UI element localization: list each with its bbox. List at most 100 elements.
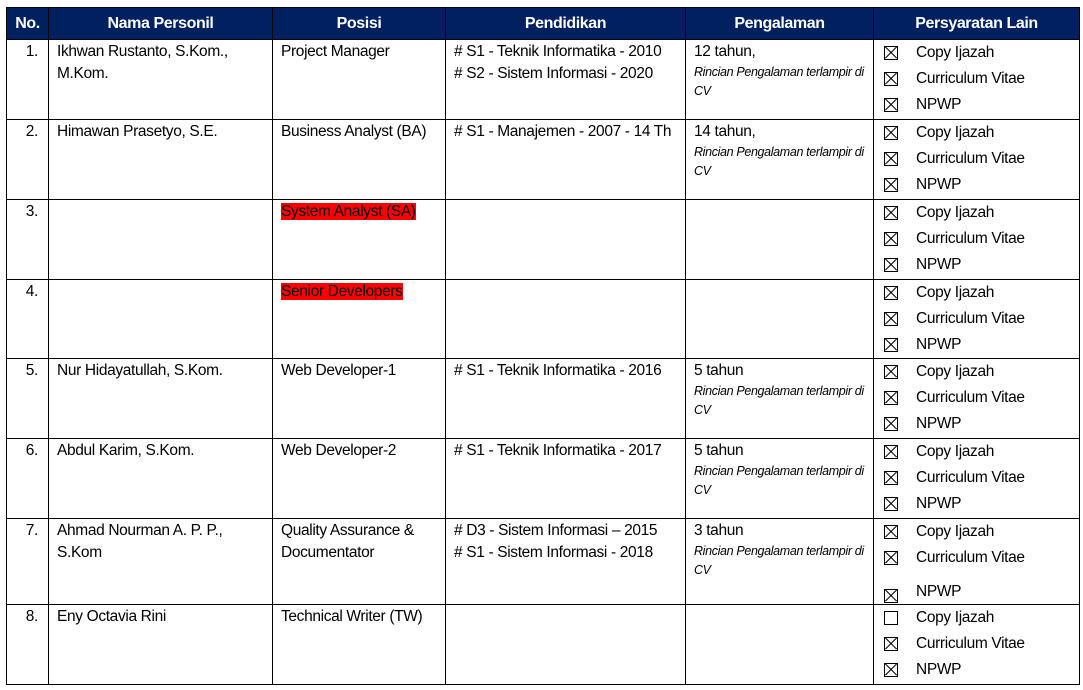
requirement-item: Copy Ijazah xyxy=(874,120,1079,146)
experience-cell xyxy=(685,604,874,685)
experience-cell xyxy=(685,279,874,359)
requirement-item: Curriculum Vitae xyxy=(874,465,1079,491)
requirement-label: Copy Ijazah xyxy=(916,363,995,380)
experience-years: 14 tahun, xyxy=(694,123,756,140)
requirement-item: Copy Ijazah xyxy=(874,519,1079,545)
education-cell: # S1 - Teknik Informatika - 2010 # S2 - S… xyxy=(445,39,686,120)
education-entry: # S1 - Teknik Informatika - 2017 xyxy=(454,442,662,459)
checked-box-icon[interactable] xyxy=(884,589,898,603)
checked-box-icon[interactable] xyxy=(884,152,898,166)
requirement-item: Curriculum Vitae xyxy=(874,66,1079,92)
checked-box-icon[interactable] xyxy=(884,178,898,192)
position-cell: System Analyst (SA) xyxy=(272,199,446,280)
requirements-cell: Copy Ijazah Curriculum Vitae NPWP xyxy=(873,438,1080,519)
checked-box-icon[interactable] xyxy=(884,312,898,326)
requirements-cell: Copy Ijazah Curriculum Vitae NPWP xyxy=(873,604,1080,685)
requirement-item: NPWP xyxy=(874,92,1079,118)
checked-box-icon[interactable] xyxy=(884,497,898,511)
table-header-row: No. Nama Personil Posisi Pendidikan Peng… xyxy=(6,7,1080,40)
education-cell xyxy=(445,604,686,685)
education-entry: # S1 - Sistem Informasi - 2018 xyxy=(454,544,653,561)
checked-box-icon[interactable] xyxy=(884,637,898,651)
requirement-item: Curriculum Vitae xyxy=(874,306,1079,332)
position-label: Web Developer-1 xyxy=(281,362,397,379)
requirements-cell: Copy Ijazah Curriculum Vitae NPWP xyxy=(873,199,1080,280)
checked-box-icon[interactable] xyxy=(884,551,898,565)
checked-box-icon[interactable] xyxy=(884,525,898,539)
requirement-label: Curriculum Vitae xyxy=(916,70,1025,87)
checked-box-icon[interactable] xyxy=(884,98,898,112)
checked-box-icon[interactable] xyxy=(884,258,898,272)
personnel-name: Ahmad Nourman A. P. P., S.Kom xyxy=(48,518,273,605)
position-cell: Technical Writer (TW) xyxy=(272,604,446,685)
requirement-item: NPWP xyxy=(874,571,1079,603)
experience-years: 12 tahun, xyxy=(694,43,756,60)
experience-cell: 5 tahun Rincian Pengalaman terlampir di C… xyxy=(685,358,874,439)
requirement-label: Copy Ijazah xyxy=(916,44,995,61)
experience-cell: 3 tahun Rincian Pengalaman terlampir di C… xyxy=(685,518,874,605)
experience-note: Rincian Pengalaman terlampir di CV xyxy=(694,384,864,417)
requirement-label: Curriculum Vitae xyxy=(916,150,1025,167)
position-label: Technical Writer (TW) xyxy=(281,608,423,625)
requirement-item: Curriculum Vitae xyxy=(874,146,1079,172)
requirement-label: Curriculum Vitae xyxy=(916,310,1025,327)
checked-box-icon[interactable] xyxy=(884,206,898,220)
requirement-label: Curriculum Vitae xyxy=(916,389,1025,406)
education-entry: # S2 - Sistem Informasi - 2020 xyxy=(454,65,653,82)
requirement-item: Copy Ijazah xyxy=(874,359,1079,385)
position-cell: Web Developer-2 xyxy=(272,438,446,519)
requirement-label: NPWP xyxy=(916,661,962,678)
table-row: 7. Ahmad Nourman A. P. P., S.Kom Quality A… xyxy=(6,518,1080,605)
row-number: 3. xyxy=(6,199,49,280)
header-name: Nama Personil xyxy=(48,7,273,40)
checked-box-icon[interactable] xyxy=(884,445,898,459)
requirements-cell: Copy Ijazah Curriculum Vitae NPWP xyxy=(873,279,1080,359)
requirements-cell: Copy Ijazah Curriculum Vitae NPWP xyxy=(873,119,1080,200)
row-number: 7. xyxy=(6,518,49,605)
experience-note: Rincian Pengalaman terlampir di CV xyxy=(694,145,864,178)
requirement-item: NPWP xyxy=(874,252,1079,278)
requirement-item: Copy Ijazah xyxy=(874,280,1079,306)
checked-box-icon[interactable] xyxy=(884,663,898,677)
checked-box-icon[interactable] xyxy=(884,126,898,140)
checked-box-icon[interactable] xyxy=(884,46,898,60)
education-entry: # D3 - Sistem Informasi – 2015 xyxy=(454,522,658,539)
requirement-item: NPWP xyxy=(874,491,1079,517)
checked-box-icon[interactable] xyxy=(884,338,898,352)
experience-years: 3 tahun xyxy=(694,522,744,539)
checked-box-icon[interactable] xyxy=(884,471,898,485)
requirement-item: Copy Ijazah xyxy=(874,439,1079,465)
checked-box-icon[interactable] xyxy=(884,72,898,86)
position-cell: Project Manager xyxy=(272,39,446,120)
experience-cell: 5 tahun Rincian Pengalaman terlampir di C… xyxy=(685,438,874,519)
checked-box-icon[interactable] xyxy=(884,286,898,300)
row-number: 5. xyxy=(6,358,49,439)
personnel-name xyxy=(48,199,273,280)
personnel-name: Eny Octavia Rini xyxy=(48,604,273,685)
checked-box-icon[interactable] xyxy=(884,417,898,431)
education-entry: # S1 - Teknik Informatika - 2016 xyxy=(454,362,662,379)
table-row: 5. Nur Hidayatullah, S.Kom. Web Developer-… xyxy=(6,358,1080,439)
requirement-item: NPWP xyxy=(874,172,1079,198)
requirement-label: Copy Ijazah xyxy=(916,124,995,141)
personnel-name xyxy=(48,279,273,359)
unchecked-box-icon[interactable] xyxy=(884,611,898,625)
header-requirements: Persyaratan Lain xyxy=(873,7,1080,40)
header-education: Pendidikan xyxy=(445,7,686,40)
requirement-item: Curriculum Vitae xyxy=(874,385,1079,411)
table-row: 3. System Analyst (SA) Copy Ijazah Curricul… xyxy=(6,199,1080,280)
requirement-label: NPWP xyxy=(916,256,962,273)
requirement-label: Copy Ijazah xyxy=(916,609,995,626)
checked-box-icon[interactable] xyxy=(884,365,898,379)
requirement-item: Copy Ijazah xyxy=(874,40,1079,66)
checked-box-icon[interactable] xyxy=(884,391,898,405)
header-no: No. xyxy=(6,7,49,40)
row-number: 2. xyxy=(6,119,49,200)
requirement-label: Copy Ijazah xyxy=(916,443,995,460)
requirement-item: Curriculum Vitae xyxy=(874,545,1079,571)
experience-years: 5 tahun xyxy=(694,362,744,379)
checked-box-icon[interactable] xyxy=(884,232,898,246)
education-cell xyxy=(445,279,686,359)
table-row: 2. Himawan Prasetyo, S.E. Business Analyst… xyxy=(6,119,1080,200)
education-entry: # S1 - Teknik Informatika - 2010 xyxy=(454,43,662,60)
